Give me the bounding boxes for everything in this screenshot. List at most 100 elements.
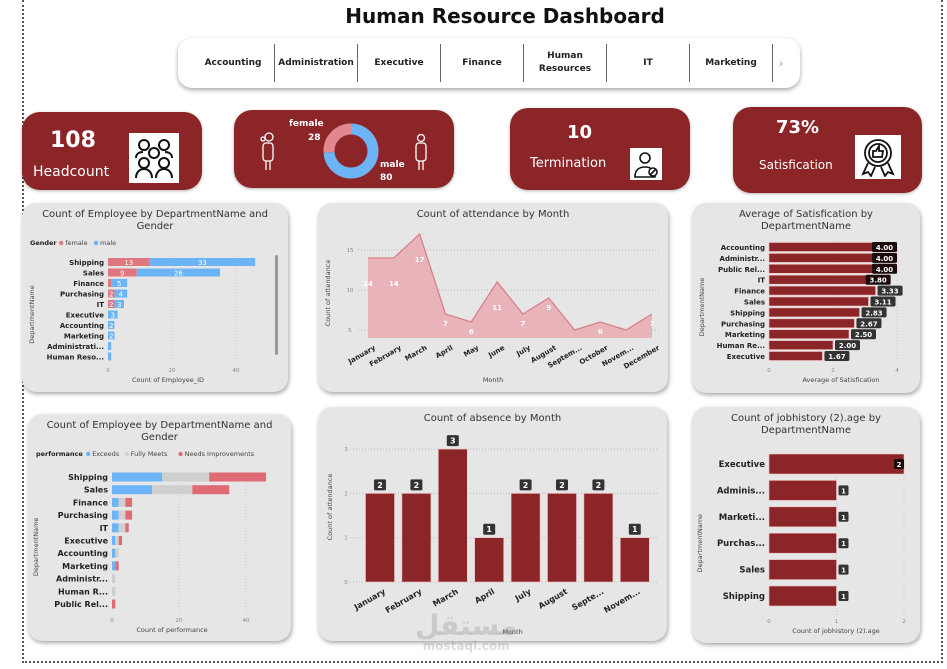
headcount-card: 108 Headcount	[22, 112, 202, 190]
y-axis-title: DepartmentName	[28, 285, 36, 344]
x-tick-label: 0	[767, 368, 771, 374]
data-label: 6	[598, 328, 603, 336]
employee-remove-icon	[630, 148, 662, 180]
bar-needs-improvements	[192, 485, 230, 495]
scrollbar	[275, 255, 278, 355]
data-label-bg	[870, 296, 896, 307]
category-label: Shipping	[723, 592, 765, 602]
bar-needs-improvements	[209, 472, 267, 482]
category-label: Sales	[83, 270, 104, 278]
headcount-label: Headcount	[33, 164, 110, 180]
data-label-bg	[838, 591, 849, 601]
data-label: 2	[109, 291, 113, 299]
y-axis-title: DepartmentName	[696, 514, 704, 573]
male-slice	[323, 123, 379, 179]
male-label: male	[380, 160, 405, 170]
data-label-bg	[592, 479, 605, 491]
data-label: 4.00	[876, 266, 893, 274]
y-axis-title: DepartmentName	[698, 278, 706, 337]
data-label-bg	[894, 459, 904, 469]
bar-fully-meets	[118, 523, 126, 533]
data-label: 4.00	[876, 244, 893, 252]
bar-needs-improvements	[125, 510, 133, 520]
x-axis-title: Count of jobhistory (2).age	[792, 627, 879, 635]
chart-title: Gender	[141, 432, 179, 443]
bar-fully-meets	[152, 485, 193, 495]
x-tick-label: 40	[243, 618, 250, 624]
chart-title: Gender	[137, 221, 175, 232]
page-title: Human Resource Dashboard	[345, 4, 665, 28]
slicer-item-accounting[interactable]: Accounting	[192, 44, 275, 82]
category-label: Executive	[719, 460, 766, 470]
bar-value	[768, 532, 837, 554]
satisfaction-card: 73% Satisfication	[733, 107, 922, 193]
male-person-icon	[415, 134, 427, 170]
absence-bar	[401, 493, 432, 583]
slicer-item-marketing[interactable]: Marketing	[690, 44, 773, 82]
data-label: 1	[841, 514, 846, 522]
bar-male	[108, 342, 112, 350]
legend-item: Fully Meets	[131, 450, 168, 458]
category-label: Administr...	[56, 575, 108, 584]
y-tick-label: 15	[347, 248, 354, 254]
category-label: Public Rel...	[54, 600, 108, 609]
category-label: Adminis...	[717, 486, 765, 496]
x-tick-label: 2	[831, 368, 835, 374]
slicer-item-finance[interactable]: Finance	[441, 44, 524, 82]
slicer-item-it[interactable]: IT	[607, 44, 690, 82]
performance-by-department-chart: Count of Employee by DepartmentName and G…	[28, 414, 291, 641]
data-label-bg	[835, 340, 860, 351]
bar-male	[114, 300, 124, 308]
bar-fully-meets	[112, 574, 116, 584]
bar-value	[768, 480, 837, 501]
watermark-latin: mostaql.com	[422, 639, 510, 653]
data-label: 3	[450, 437, 456, 446]
bar-value	[768, 506, 837, 528]
bar-exceeds	[112, 561, 116, 571]
category-label: Administr...	[720, 255, 765, 263]
slicer-item-executive[interactable]: Executive	[358, 44, 441, 82]
bar-male	[108, 321, 115, 329]
x-tick-label: 1	[835, 619, 839, 625]
data-label: 1	[632, 525, 638, 534]
data-label: 3.11	[874, 299, 891, 307]
absence-bar	[547, 493, 577, 583]
chart-title: Count of absence by Month	[424, 413, 562, 424]
data-label-bg	[628, 523, 641, 535]
category-label: Shipping	[69, 259, 104, 267]
termination-label: Termination	[530, 156, 607, 171]
data-label: 2	[377, 481, 383, 490]
bar-needs-improvements	[115, 561, 119, 571]
data-label-bg	[519, 479, 532, 491]
bar-value	[768, 329, 850, 339]
x-tick-label: 0	[767, 619, 771, 625]
data-label-bg	[556, 479, 568, 491]
x-tick-label: June	[486, 344, 506, 360]
absence-bar	[510, 493, 541, 583]
slicer-item-human-resources[interactable]: Human Resources	[524, 44, 607, 82]
chart-title: Count of Employee by DepartmentName and	[47, 420, 273, 431]
attendance-area	[368, 234, 652, 338]
x-axis-title: Count of Employee_ID	[132, 376, 204, 384]
bar-exceeds	[112, 510, 119, 520]
data-label: 13	[124, 259, 133, 267]
chart-title: Count of Employee by DepartmentName and	[42, 209, 268, 220]
data-label: 2	[109, 322, 113, 330]
slicer-item-administration[interactable]: Administration	[275, 44, 358, 82]
chevron-right-icon[interactable]: ›	[779, 56, 784, 70]
data-label: 14	[389, 280, 399, 288]
data-label-bg	[446, 435, 459, 447]
x-tick-label: Novem...	[602, 587, 641, 615]
legend-marker	[86, 451, 91, 457]
bar-exceeds	[112, 523, 119, 533]
absence-bar	[474, 537, 504, 583]
x-tick-label: July	[514, 344, 532, 359]
bar-male	[136, 268, 220, 277]
data-label-bg	[865, 274, 891, 285]
bar-needs-improvements	[118, 536, 123, 545]
data-label-bg	[877, 285, 903, 296]
x-tick-label: April	[434, 344, 454, 360]
data-label: 5	[117, 280, 121, 288]
x-tick-label: April	[473, 587, 496, 606]
category-label: Accounting	[721, 244, 765, 252]
